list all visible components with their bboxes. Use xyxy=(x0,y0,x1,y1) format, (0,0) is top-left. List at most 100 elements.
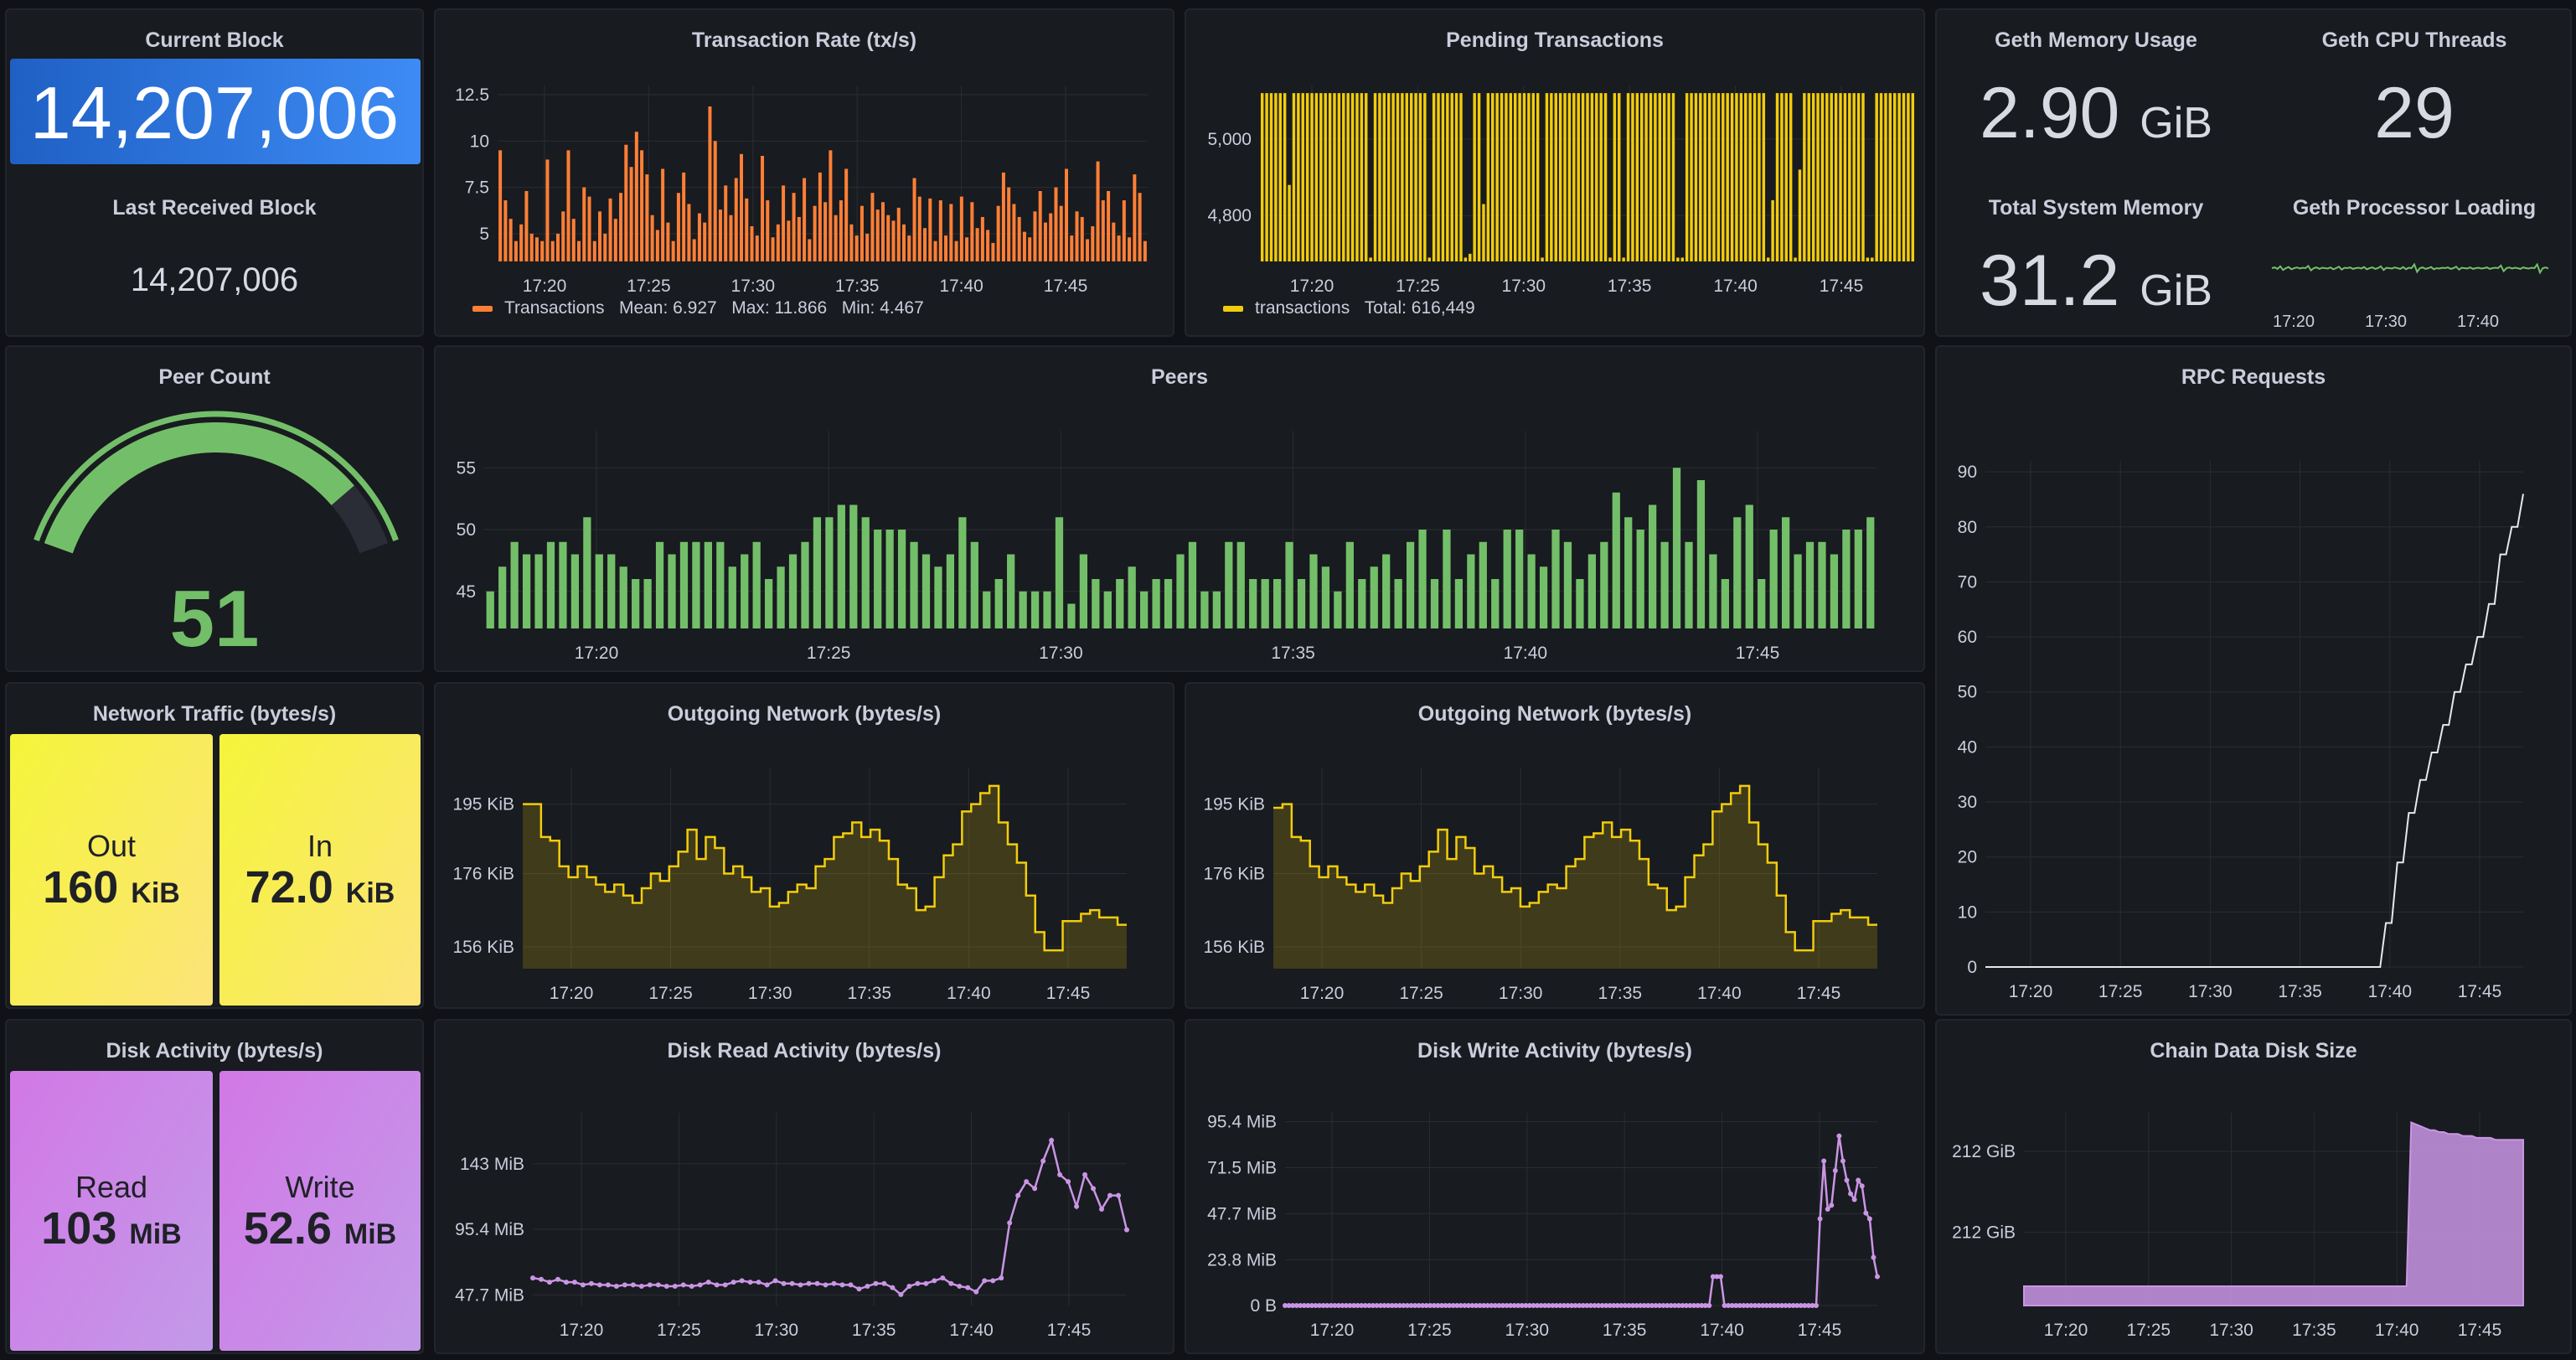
bar xyxy=(1355,93,1359,261)
disk-activity-title: Disk Activity (bytes/s) xyxy=(106,1039,323,1063)
bar xyxy=(1265,93,1268,261)
data-point xyxy=(1343,1303,1349,1308)
data-point xyxy=(1049,1137,1055,1143)
network-out-tile: Out 160 KiB xyxy=(10,734,213,1006)
bar xyxy=(1626,93,1630,261)
bar xyxy=(1067,603,1076,628)
bar xyxy=(1450,93,1453,261)
data-point xyxy=(1523,1303,1529,1308)
geth-memory-unit: GiB xyxy=(2140,99,2212,147)
disk-read-unit: MiB xyxy=(129,1218,182,1250)
data-point xyxy=(697,1282,703,1288)
bar xyxy=(1432,93,1436,261)
bar xyxy=(1834,93,1838,261)
disk-read-label: Read xyxy=(75,1169,148,1204)
bar xyxy=(917,196,921,261)
bar xyxy=(1527,93,1531,261)
data-point xyxy=(1557,1303,1563,1308)
bar xyxy=(661,168,665,261)
data-point xyxy=(1489,1303,1494,1308)
data-point xyxy=(1335,1303,1341,1308)
bar xyxy=(718,209,722,261)
bar xyxy=(1446,93,1449,261)
data-point xyxy=(1802,1303,1808,1308)
y-tick-label: 40 xyxy=(1958,737,1977,757)
data-point xyxy=(881,1280,887,1286)
bar xyxy=(1086,239,1090,261)
bar xyxy=(1879,93,1883,261)
disk-write-activity-panel: Disk Write Activity (bytes/s) 0 B 23.8 Mi… xyxy=(1185,1019,1925,1354)
data-point xyxy=(588,1280,594,1286)
total-system-memory-value: 31.2 GiB xyxy=(1937,240,2255,323)
y-tick-label: 50 xyxy=(1958,683,1977,702)
bar xyxy=(522,554,531,628)
bar xyxy=(1685,541,1693,628)
bar xyxy=(921,554,931,628)
x-tick-label: 17:45 xyxy=(1047,1321,1092,1340)
bar xyxy=(1273,579,1282,628)
bar xyxy=(697,213,701,261)
legend-swatch xyxy=(1223,305,1243,312)
disk-read-activity-chart: 47.7 MiB 95.4 MiB 143 MiB 17:20 17:25 17:30 17… xyxy=(455,1113,1129,1340)
y-tick-label: 95.4 MiB xyxy=(455,1220,524,1239)
bar xyxy=(1454,579,1464,628)
data-point xyxy=(1082,1171,1088,1177)
bar xyxy=(1443,530,1451,628)
bar xyxy=(834,215,838,261)
data-point xyxy=(1753,1303,1758,1308)
data-point xyxy=(1416,1303,1422,1308)
bar xyxy=(1781,517,1790,628)
bar xyxy=(1636,530,1644,628)
data-point xyxy=(1091,1186,1097,1192)
bar xyxy=(1007,554,1015,628)
bar xyxy=(1350,93,1355,261)
bar xyxy=(996,205,1000,261)
bar xyxy=(1576,579,1584,628)
bar xyxy=(555,233,560,261)
bar xyxy=(854,235,859,261)
bar xyxy=(1055,517,1064,628)
data-point xyxy=(1863,1210,1869,1216)
data-point xyxy=(1783,1303,1789,1308)
bar xyxy=(1716,93,1721,261)
bar xyxy=(1464,257,1468,261)
bar xyxy=(1884,93,1887,261)
data-point xyxy=(957,1284,963,1289)
bar xyxy=(1369,257,1372,261)
peers-title: Peers xyxy=(1150,365,1209,389)
data-point xyxy=(1386,1303,1391,1308)
data-point xyxy=(772,1278,778,1284)
bar xyxy=(1342,93,1345,261)
data-point xyxy=(546,1280,552,1285)
bar xyxy=(1292,93,1296,261)
data-point xyxy=(647,1282,653,1288)
bar xyxy=(510,541,519,628)
bar xyxy=(1278,93,1282,261)
data-point xyxy=(1340,1303,1345,1308)
current-block-panel: Current Block 14,207,006 Last Received B… xyxy=(5,8,424,337)
bar xyxy=(975,228,979,261)
bar xyxy=(1875,93,1878,261)
data-point xyxy=(1007,1220,1013,1226)
bar xyxy=(1866,517,1875,628)
y-tick-label: 60 xyxy=(1958,628,1977,647)
data-point xyxy=(1015,1192,1021,1198)
rpc-requests-chart: 0 10 20 30 40 50 60 70 80 90 17:20 17:25 17:30 17:35 1… xyxy=(1958,461,2524,1001)
y-tick-label: 212 GiB xyxy=(1952,1142,2016,1161)
disk-write-activity-title: Disk Write Activity (bytes/s) xyxy=(1417,1039,1692,1063)
x-tick-label: 17:40 xyxy=(949,1321,994,1340)
bar xyxy=(1116,579,1124,628)
x-tick-label: 17:40 xyxy=(1713,277,1758,296)
data-point xyxy=(1381,1303,1387,1308)
bar xyxy=(1871,257,1874,261)
data-point xyxy=(1683,1303,1689,1308)
data-point xyxy=(1787,1303,1793,1308)
data-point xyxy=(1535,1303,1541,1308)
bar xyxy=(797,216,801,261)
data-point xyxy=(1592,1303,1598,1308)
bar xyxy=(970,541,978,628)
bar xyxy=(1405,93,1409,261)
bar xyxy=(1554,93,1557,261)
bar xyxy=(1722,93,1725,261)
x-tick-label: 17:35 xyxy=(852,1321,896,1340)
